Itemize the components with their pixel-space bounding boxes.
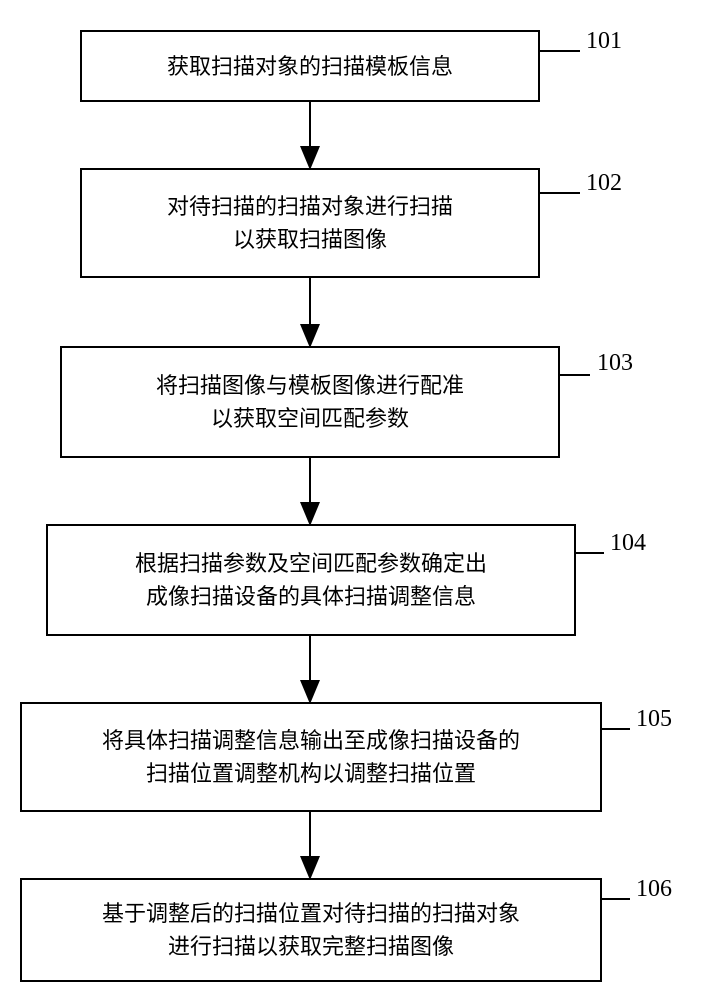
flowchart-step-label: 105 <box>636 706 672 733</box>
flowchart-node: 基于调整后的扫描位置对待扫描的扫描对象进行扫描以获取完整扫描图像 <box>20 878 602 982</box>
label-leader-line <box>540 50 580 52</box>
label-leader-line <box>560 374 590 376</box>
flowchart-step-label: 101 <box>586 28 622 55</box>
flowchart-node: 将扫描图像与模板图像进行配准以获取空间匹配参数 <box>60 346 560 458</box>
flowchart-step-label: 106 <box>636 876 672 903</box>
flowchart-node-text: 对待扫描的扫描对象进行扫描以获取扫描图像 <box>167 190 453 256</box>
flowchart-node-text: 根据扫描参数及空间匹配参数确定出成像扫描设备的具体扫描调整信息 <box>135 547 487 613</box>
flowchart-node: 获取扫描对象的扫描模板信息 <box>80 30 540 102</box>
label-leader-line <box>602 898 630 900</box>
flowchart-node: 将具体扫描调整信息输出至成像扫描设备的扫描位置调整机构以调整扫描位置 <box>20 702 602 812</box>
flowchart-node-text: 获取扫描对象的扫描模板信息 <box>167 50 453 83</box>
flowchart-node: 对待扫描的扫描对象进行扫描以获取扫描图像 <box>80 168 540 278</box>
flowchart-step-label: 103 <box>597 350 633 377</box>
flowchart-node-text: 将扫描图像与模板图像进行配准以获取空间匹配参数 <box>156 369 464 435</box>
flowchart-step-label: 104 <box>610 530 646 557</box>
label-leader-line <box>576 552 604 554</box>
label-leader-line <box>540 192 580 194</box>
flowchart-node-text: 基于调整后的扫描位置对待扫描的扫描对象进行扫描以获取完整扫描图像 <box>102 897 520 963</box>
flowchart-step-label: 102 <box>586 170 622 197</box>
flowchart-node: 根据扫描参数及空间匹配参数确定出成像扫描设备的具体扫描调整信息 <box>46 524 576 636</box>
flowchart-arrows <box>0 0 704 1000</box>
label-leader-line <box>602 728 630 730</box>
flowchart-node-text: 将具体扫描调整信息输出至成像扫描设备的扫描位置调整机构以调整扫描位置 <box>102 724 520 790</box>
flowchart-canvas: 获取扫描对象的扫描模板信息 101 对待扫描的扫描对象进行扫描以获取扫描图像 102 将… <box>0 0 704 1000</box>
